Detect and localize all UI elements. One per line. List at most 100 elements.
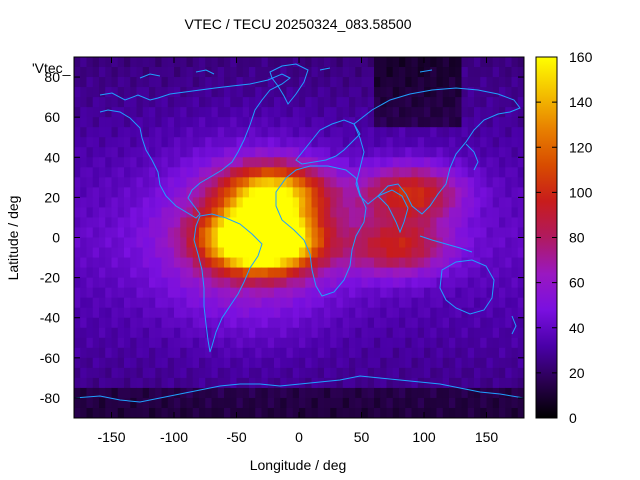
heatmap-cell — [467, 237, 475, 249]
heatmap-cell — [424, 127, 431, 138]
heatmap-cell — [392, 277, 400, 289]
heatmap-cell — [230, 147, 238, 158]
heatmap-cell — [467, 217, 475, 229]
heatmap-cell — [217, 337, 225, 349]
heatmap-cell — [261, 127, 269, 138]
heatmap-cell — [117, 257, 125, 269]
y-axis-label: Latitude / deg — [5, 196, 21, 281]
heatmap-cell — [261, 307, 269, 319]
heatmap-cell — [242, 97, 250, 108]
coast-australia — [439, 259, 495, 315]
heatmap-cell — [374, 287, 381, 299]
heatmap-cell — [361, 87, 369, 98]
heatmap-cell — [255, 357, 263, 369]
heatmap-cell — [167, 317, 175, 329]
heatmap-cell — [199, 297, 206, 309]
heatmap-cell — [167, 357, 175, 369]
heatmap-cell — [274, 197, 281, 209]
heatmap-cell — [355, 357, 363, 369]
heatmap-cell — [249, 127, 256, 138]
heatmap-cell — [286, 67, 294, 78]
heatmap-cell — [517, 397, 524, 409]
heatmap-cell — [455, 67, 463, 78]
heatmap-cell — [292, 297, 300, 309]
heatmap-cell — [217, 147, 225, 158]
heatmap-cell — [299, 317, 306, 329]
heatmap-cell — [242, 77, 250, 88]
heatmap-cell — [424, 327, 431, 339]
heatmap-cell — [367, 117, 375, 128]
heatmap-cell — [255, 57, 263, 68]
heatmap-cell — [324, 137, 331, 148]
heatmap-cell — [367, 307, 375, 319]
heatmap-cell — [317, 287, 325, 299]
heatmap-cell — [86, 227, 94, 239]
heatmap-cell — [192, 367, 200, 379]
heatmap-cell — [330, 207, 338, 219]
heatmap-cell — [111, 117, 119, 128]
heatmap-cell — [142, 147, 150, 158]
heatmap-cell — [180, 177, 188, 188]
heatmap-cell — [230, 357, 238, 369]
heatmap-cell — [267, 407, 275, 418]
heatmap-cell — [280, 157, 288, 168]
heatmap-cell — [424, 277, 431, 289]
heatmap-cell — [249, 217, 256, 229]
heatmap-cell — [405, 377, 413, 389]
heatmap-cell — [174, 397, 181, 409]
heatmap-cell — [224, 327, 231, 339]
heatmap-cell — [111, 217, 119, 229]
heatmap-cell — [117, 137, 125, 148]
heatmap-cell — [267, 247, 275, 259]
heatmap-cell — [155, 157, 163, 168]
heatmap-cell — [111, 207, 119, 219]
heatmap-cell — [436, 277, 444, 289]
heatmap-cell — [305, 347, 313, 359]
heatmap-cell — [349, 117, 356, 128]
heatmap-cell — [180, 197, 188, 209]
heatmap-cell — [249, 377, 256, 389]
heatmap-cell — [511, 287, 519, 299]
heatmap-cell — [361, 187, 369, 198]
heatmap-cell — [505, 317, 513, 329]
heatmap-cell — [436, 227, 444, 239]
heatmap-cell — [155, 67, 163, 78]
heatmap-cell — [236, 377, 244, 389]
heatmap-cell — [174, 317, 181, 329]
heatmap-cell — [74, 187, 81, 198]
heatmap-cell — [117, 347, 125, 359]
heatmap-cell — [480, 327, 488, 339]
heatmap-cell — [236, 127, 244, 138]
heatmap-cell — [292, 377, 300, 389]
heatmap-cell — [217, 307, 225, 319]
heatmap-cell — [286, 347, 294, 359]
heatmap-cell — [455, 127, 463, 138]
heatmap-cell — [517, 377, 524, 389]
heatmap-cell — [180, 207, 188, 219]
heatmap-cell — [292, 327, 300, 339]
heatmap-cell — [130, 217, 138, 229]
heatmap-cell — [430, 397, 438, 409]
colorbar-tick-label: 140 — [569, 94, 593, 110]
heatmap-cell — [392, 177, 400, 188]
heatmap-cell — [280, 107, 288, 118]
heatmap-cell — [180, 357, 188, 369]
heatmap-cell — [136, 387, 144, 399]
heatmap-cell — [199, 277, 206, 289]
heatmap-cell — [499, 337, 506, 349]
heatmap-cell — [299, 97, 306, 108]
heatmap-cell — [130, 337, 138, 349]
heatmap-cell — [417, 157, 425, 168]
heatmap-cell — [286, 267, 294, 279]
heatmap-cell — [299, 207, 306, 219]
heatmap-cell — [305, 87, 313, 98]
heatmap-cell — [124, 67, 131, 78]
heatmap-cell — [517, 147, 524, 158]
heatmap-cell — [117, 77, 125, 88]
heatmap-cell — [286, 307, 294, 319]
heatmap-cell — [199, 247, 206, 259]
heatmap-cell — [405, 237, 413, 249]
heatmap-cell — [305, 97, 313, 108]
heatmap-cell — [417, 317, 425, 329]
heatmap-cell — [230, 347, 238, 359]
